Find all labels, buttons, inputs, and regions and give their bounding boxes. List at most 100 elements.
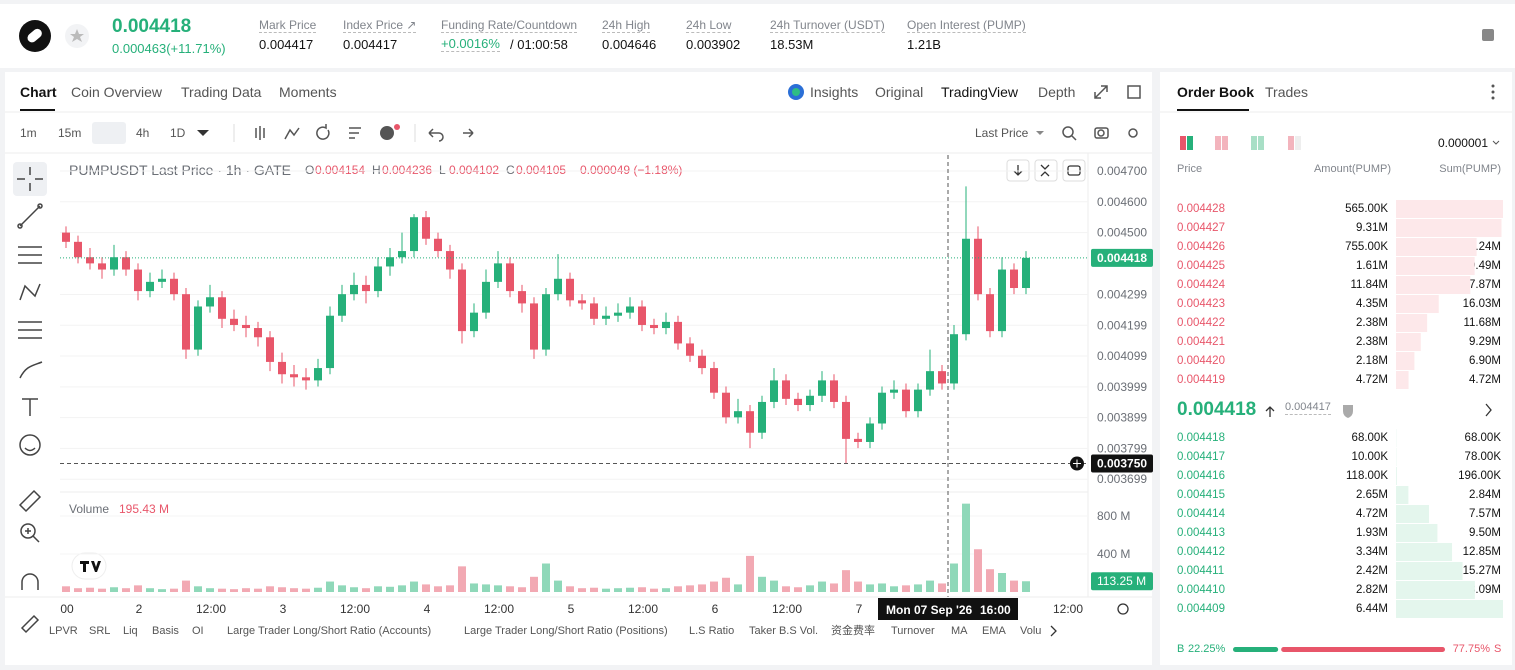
volume-bar bbox=[830, 583, 838, 592]
indicator-tab[interactable]: EMA bbox=[982, 625, 1006, 637]
volume-bar bbox=[938, 583, 946, 592]
crosshair-label: 0.003750 bbox=[1097, 457, 1147, 471]
volume-bar bbox=[962, 503, 970, 592]
chart-tab[interactable]: Coin Overview bbox=[71, 84, 163, 100]
book-amount: 2.42M bbox=[1356, 565, 1388, 577]
interval[interactable]: 1D bbox=[170, 126, 186, 140]
chart-tab[interactable]: Moments bbox=[279, 84, 337, 100]
candle-body bbox=[170, 278, 178, 295]
book-sum: 12.85M bbox=[1462, 546, 1501, 558]
candle-body bbox=[314, 368, 322, 381]
book-tab[interactable]: Trades bbox=[1265, 84, 1309, 100]
candle-body bbox=[806, 395, 814, 406]
candle-body bbox=[182, 294, 190, 350]
book-sum: 6.90M bbox=[1469, 355, 1501, 367]
volume-bar bbox=[566, 586, 574, 592]
book-tab[interactable]: Order Book bbox=[1177, 84, 1255, 100]
indicator-tab[interactable]: Liq bbox=[123, 625, 138, 637]
candle-body bbox=[866, 423, 874, 442]
book-amount: 2.18M bbox=[1356, 355, 1388, 367]
volume-bar bbox=[1010, 580, 1018, 592]
chart-tab[interactable]: Trading Data bbox=[181, 84, 262, 100]
candle-body bbox=[554, 278, 562, 295]
candle-body bbox=[218, 297, 226, 319]
volume-bar bbox=[74, 588, 82, 592]
ratio-buy-key: B bbox=[1177, 643, 1185, 655]
view-tab[interactable]: Insights bbox=[810, 84, 859, 100]
book-tab-underline bbox=[1177, 109, 1249, 111]
depth-bar bbox=[1396, 257, 1475, 275]
interval[interactable]: 1m bbox=[20, 126, 37, 140]
candle-body bbox=[434, 238, 442, 252]
volume-bar bbox=[578, 588, 586, 592]
indicator-tab[interactable]: OI bbox=[192, 625, 204, 637]
x-tick-label: 12:00 bbox=[196, 602, 226, 616]
indicator-tab[interactable]: LPVR bbox=[49, 625, 78, 637]
book-sum: 27.87M bbox=[1462, 279, 1501, 291]
candle-body bbox=[710, 368, 718, 393]
depth-bar bbox=[1396, 486, 1409, 504]
candle-body bbox=[230, 318, 238, 325]
candle-body bbox=[482, 281, 490, 313]
indicator-tab[interactable]: Large Trader Long/Short Ratio (Accounts) bbox=[227, 625, 432, 637]
book-price: 0.004422 bbox=[1177, 317, 1225, 329]
book-sum: 16.03M bbox=[1462, 298, 1501, 310]
volume-bar bbox=[818, 581, 826, 592]
chart-tab[interactable]: Chart bbox=[20, 84, 57, 100]
indicator-tab[interactable]: Large Trader Long/Short Ratio (Positions… bbox=[464, 625, 668, 637]
book-precision[interactable]: 0.000001 bbox=[1437, 136, 1488, 150]
volume-bar bbox=[242, 588, 250, 592]
price-type[interactable]: Last Price bbox=[975, 126, 1029, 140]
ratio-sell: 77.75% bbox=[1452, 643, 1490, 655]
interval[interactable]: 15m bbox=[58, 126, 82, 140]
indicator-tab[interactable]: 资金费率 bbox=[831, 625, 875, 637]
volume-bar bbox=[266, 586, 274, 592]
volume-bar bbox=[662, 588, 670, 592]
crosshair-tag bbox=[1091, 454, 1153, 473]
candle-body bbox=[566, 278, 574, 301]
indicator-tab[interactable]: SRL bbox=[89, 625, 111, 637]
candle-body bbox=[650, 324, 658, 329]
book-amount: 3.34M bbox=[1356, 546, 1388, 558]
indicator-tab[interactable]: Turnover bbox=[891, 625, 935, 637]
book-sum: 68.00K bbox=[1464, 432, 1501, 444]
active-tab-underline bbox=[20, 109, 55, 111]
book-column: Price bbox=[1177, 163, 1203, 175]
view-tab[interactable]: Depth bbox=[1038, 84, 1076, 100]
active-interval-bg bbox=[92, 122, 126, 144]
indicator-tab[interactable]: MA bbox=[951, 625, 968, 637]
last-price-tag bbox=[1091, 248, 1153, 267]
indicator-tab[interactable]: Basis bbox=[152, 625, 179, 637]
volume-bar bbox=[278, 587, 286, 592]
volume-bar bbox=[602, 588, 610, 592]
candle-body bbox=[290, 374, 298, 378]
candle-body bbox=[950, 334, 958, 384]
indicator-tab[interactable]: Taker B.S Vol. bbox=[749, 625, 819, 637]
book-column: Sum(PUMP) bbox=[1439, 163, 1501, 175]
volume-bar bbox=[446, 585, 454, 592]
candle-body bbox=[110, 257, 118, 270]
book-sum: 15.27M bbox=[1462, 565, 1501, 577]
view-tab[interactable]: Original bbox=[875, 84, 924, 100]
candle-body bbox=[86, 257, 94, 264]
candle-body bbox=[746, 411, 754, 433]
interval[interactable]: 4h bbox=[136, 126, 150, 140]
book-price: 0.004414 bbox=[1177, 508, 1225, 520]
book-amount: 4.35M bbox=[1356, 298, 1388, 310]
volume-bar bbox=[254, 588, 262, 592]
last-price: 0.004418 bbox=[112, 16, 192, 37]
depth-bar bbox=[1396, 543, 1453, 561]
volume-bar bbox=[686, 585, 694, 592]
volume-bar bbox=[842, 570, 850, 592]
indicator-tab[interactable]: L.S Ratio bbox=[689, 625, 735, 637]
depth-bar bbox=[1396, 295, 1439, 313]
volume-bar bbox=[494, 585, 502, 592]
volume-bar bbox=[590, 587, 598, 592]
view-tab[interactable]: TradingView bbox=[941, 84, 1019, 100]
volume-bar bbox=[350, 587, 358, 592]
legend-value: 0.004236 bbox=[382, 163, 433, 177]
book-column: Amount(PUMP) bbox=[1313, 163, 1391, 175]
y-tick-label: 0.004299 bbox=[1097, 287, 1147, 301]
indicator-tab[interactable]: Volu bbox=[1020, 625, 1042, 637]
depth-bar bbox=[1396, 524, 1438, 542]
